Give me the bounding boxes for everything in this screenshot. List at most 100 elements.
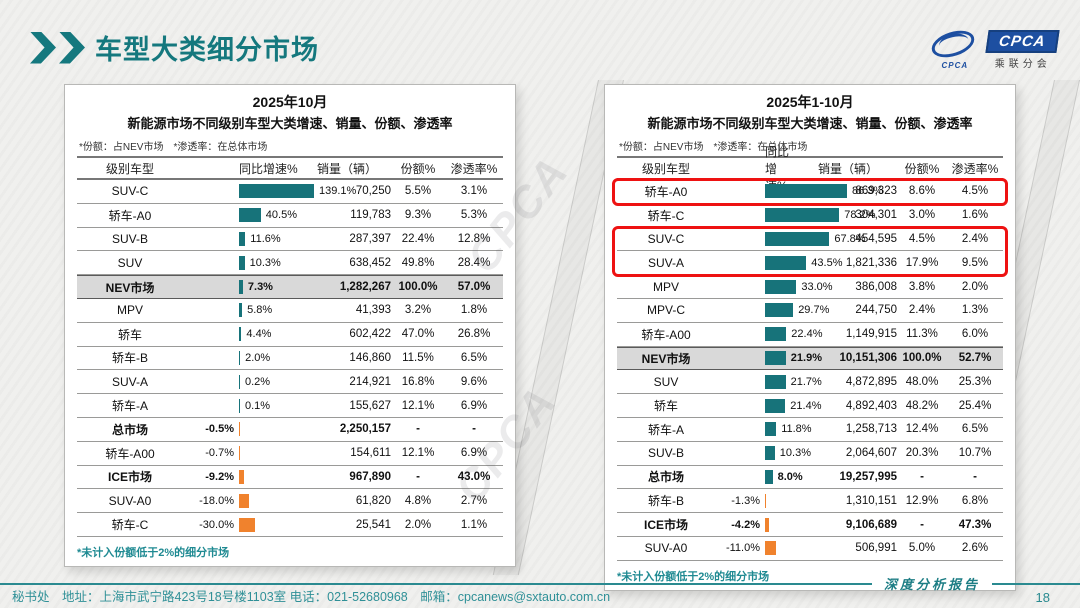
table-row: 总市场 8.0% 19,257,995 - - [617, 466, 1003, 490]
row-penetration: 6.5% [961, 423, 989, 436]
table-row: ICE市场 -9.2% 967,890 - 43.0% [77, 466, 503, 490]
table-row: SUV-A 0.2% 214,921 16.8% 9.6% [77, 370, 503, 395]
row-penetration: 10.7% [958, 447, 992, 460]
row-penetration: 28.4% [457, 256, 491, 269]
growth-bar [765, 208, 840, 223]
row-category: MPV [652, 279, 679, 294]
row-penetration: 4.5% [961, 185, 989, 198]
row-share: 47.0% [401, 328, 435, 341]
row-share: 100.0% [398, 281, 438, 294]
table-row: 轿车-A0 86.3% 869,323 8.6% 4.5% [617, 180, 1003, 204]
table-row: MPV-C 29.7% 244,750 2.4% 1.3% [617, 299, 1003, 323]
row-sales: 244,750 [855, 304, 897, 317]
growth-label: 21.4% [790, 399, 822, 412]
row-category: 轿车-B [111, 351, 148, 366]
page-number: 18 [1035, 590, 1050, 605]
row-penetration: 5.3% [460, 209, 488, 222]
row-penetration: 52.7% [958, 352, 992, 365]
table-row: ICE市场 -4.2% 9,106,689 - 47.3% [617, 513, 1003, 537]
growth-bar [765, 279, 797, 294]
row-share: 20.3% [905, 447, 939, 460]
row-penetration: 6.9% [460, 399, 488, 412]
row-share: 49.8% [401, 256, 435, 269]
row-penetration: 6.8% [961, 494, 989, 507]
growth-bar [239, 280, 243, 295]
growth-label: 139.1% [319, 185, 357, 198]
growth-bar [239, 446, 240, 461]
row-penetration: 6.0% [961, 328, 989, 341]
row-share: 48.0% [905, 375, 939, 388]
growth-bar-cell: 10.3% [183, 255, 303, 270]
growth-label: 0.2% [245, 375, 271, 388]
table-row: 轿车-B -1.3% 1,310,151 12.9% 6.8% [617, 489, 1003, 514]
row-category: 轿车 [653, 399, 678, 414]
row-sales: 454,595 [855, 232, 897, 245]
row-category: SUV-C [111, 184, 149, 199]
table-row: MPV 33.0% 386,008 3.8% 2.0% [617, 275, 1003, 299]
growth-bar-cell: 67.8% [715, 231, 866, 246]
row-category: 轿车-C [111, 518, 149, 533]
row-sales: 967,890 [349, 470, 391, 483]
growth-bar-cell: -30.0% [183, 517, 303, 532]
footer-contact-info: 秘书处 地址：上海市武宁路423号18号楼1103室 电话：021-526809… [12, 590, 611, 604]
growth-label: 22.4% [791, 328, 823, 341]
table-row: 轿车-C 78.2% 304,301 3.0% 1.6% [617, 204, 1003, 228]
row-penetration: 6.5% [460, 351, 488, 364]
growth-bar [239, 184, 314, 199]
chevron-icon [59, 31, 85, 64]
growth-bar [765, 469, 773, 484]
row-sales: 119,783 [350, 209, 391, 222]
growth-label-negative: -18.0% [199, 494, 234, 507]
row-share: 22.4% [401, 232, 435, 245]
row-category: SUV [117, 255, 143, 270]
row-sales: 2,250,157 [339, 423, 391, 436]
growth-label: 0.1% [245, 399, 271, 412]
col-penetration: 渗透率% [450, 161, 498, 176]
row-penetration: - [472, 423, 476, 436]
table-row: 轿车-A 11.8% 1,258,713 12.4% 6.5% [617, 418, 1003, 442]
row-sales: 4,892,403 [845, 399, 897, 412]
row-penetration: 1.3% [961, 304, 989, 317]
growth-bar-cell: -1.3% [715, 493, 799, 508]
table-row: 轿车-B 2.0% 146,860 11.5% 6.5% [77, 347, 503, 371]
row-penetration: 2.6% [961, 542, 989, 555]
row-category: 总市场 [111, 422, 148, 437]
col-category: 级别车型 [641, 161, 690, 176]
col-penetration: 渗透率% [951, 161, 999, 176]
growth-bar [239, 422, 240, 437]
row-share: 16.8% [401, 375, 435, 388]
row-penetration: 26.8% [457, 328, 491, 341]
table-row: SUV-B 10.3% 2,064,607 20.3% 10.7% [617, 442, 1003, 466]
row-penetration: 6.9% [460, 447, 488, 460]
page-title: 车型大类细分市场 [95, 35, 319, 65]
growth-bar-cell: 33.0% [715, 279, 833, 294]
col-growth: 同比增速% [239, 161, 298, 176]
row-share: 2.0% [404, 518, 432, 531]
row-category: SUV-B [647, 446, 684, 461]
table-row: 总市场 -0.5% 2,250,157 - - [77, 418, 503, 442]
growth-bar-cell: -18.0% [183, 493, 303, 508]
row-category: 轿车-A0 [644, 184, 688, 199]
growth-bar [239, 398, 240, 413]
growth-bar [239, 517, 256, 532]
growth-bar [765, 184, 847, 199]
growth-bar-cell: 7.3% [183, 280, 303, 295]
row-penetration: 57.0% [457, 281, 491, 294]
growth-bar [765, 255, 807, 270]
growth-label: 8.0% [777, 470, 803, 483]
table-row: 轿车-C -30.0% 25,541 2.0% 1.1% [77, 513, 503, 537]
growth-bar-cell: 2.0% [183, 350, 303, 365]
growth-bar [239, 208, 261, 223]
row-share: 48.2% [905, 399, 939, 412]
cpca-logo-mark-icon: CPCA [928, 25, 981, 70]
table-row: SUV 10.3% 638,452 49.8% 28.4% [77, 251, 503, 276]
row-share: 5.0% [908, 542, 936, 555]
row-penetration: 3.1% [460, 185, 488, 198]
growth-bar-cell: 40.5% [183, 208, 303, 223]
growth-label: 40.5% [265, 209, 297, 222]
growth-bar-cell: 29.7% [715, 303, 829, 318]
growth-label: 4.4% [246, 328, 272, 341]
row-penetration: 2.4% [961, 232, 989, 245]
logo-subtitle: 乘联分会 [994, 59, 1051, 70]
row-category: 轿车-A00 [641, 327, 691, 342]
